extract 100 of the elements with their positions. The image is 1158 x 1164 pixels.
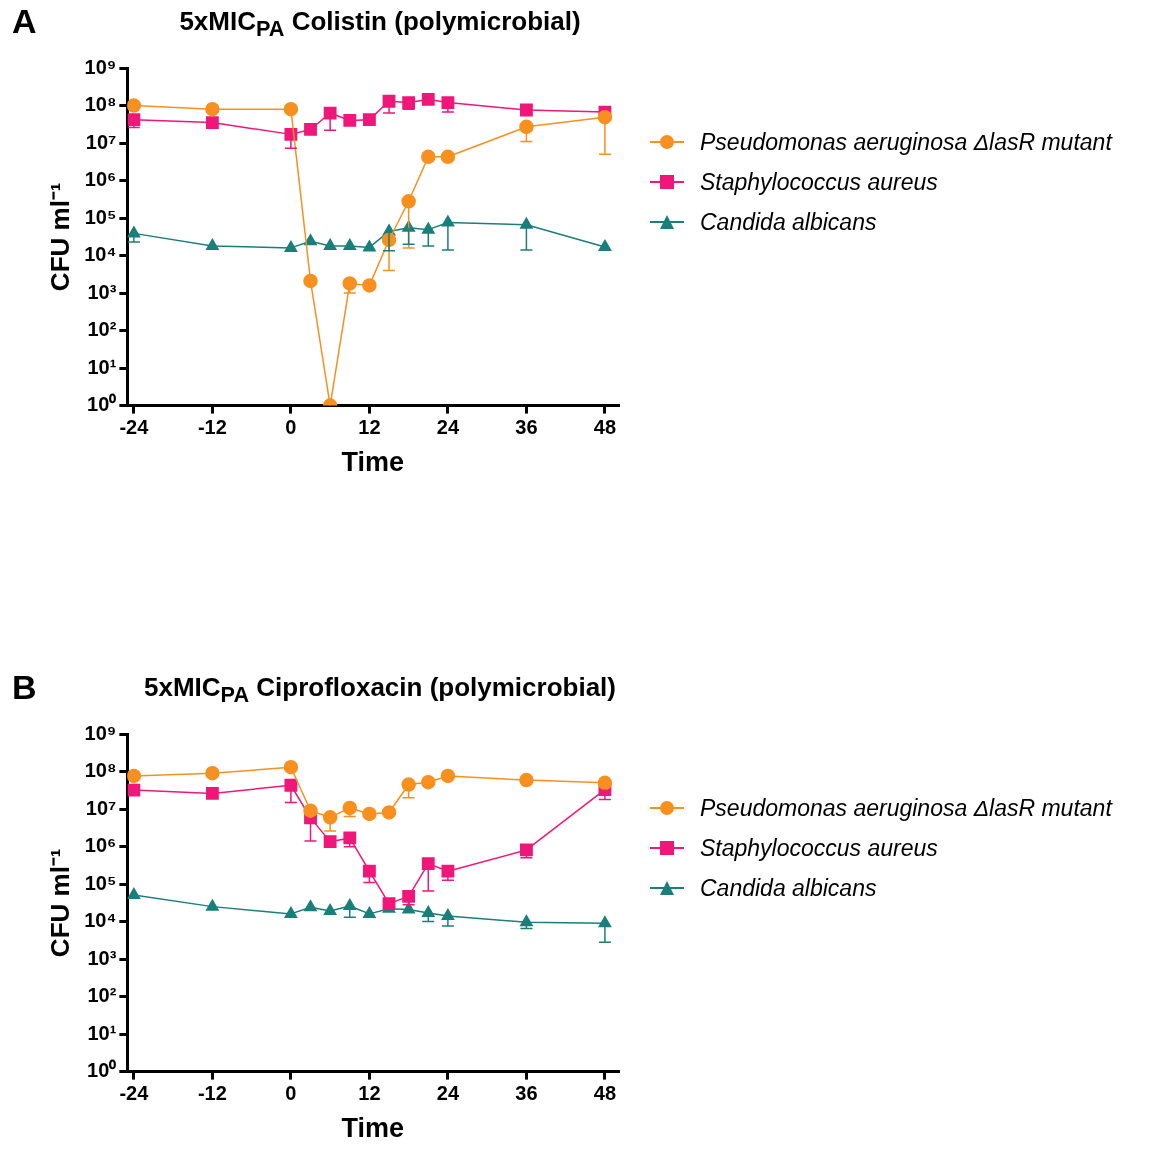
point [127,768,142,784]
point [401,194,416,209]
x-tick-label: 24 [436,1082,460,1105]
y-tick-label: 10⁸ [84,759,117,782]
point [304,123,317,136]
x-tick-label: -24 [119,416,150,439]
point [421,905,435,917]
point [343,114,357,127]
point [421,93,435,106]
legend-label: Staphylococcus aureus [700,168,938,196]
x-tick-label: 12 [358,1082,381,1105]
point [598,239,612,251]
x-tick-label: -12 [197,1082,227,1105]
y-tick-label: 10¹ [87,1021,117,1044]
point [284,240,298,252]
point [440,149,456,165]
point [205,116,219,130]
y-tick-label: 10⁹ [84,721,117,744]
y-tick-label: 10⁵ [84,871,117,894]
point [363,240,376,252]
point [206,238,219,250]
point [205,765,220,781]
y-tick-label: 10² [87,984,117,1007]
point [421,222,435,234]
y-tick-label: 10⁷ [85,796,117,819]
y-tick-label: 10⁷ [85,130,117,153]
point [323,903,337,916]
point [441,908,455,921]
point [127,887,141,900]
y-tick-label: 10⁸ [84,93,117,116]
point [520,103,533,117]
point [421,149,436,165]
point [441,215,455,227]
y-axis-title: CFU ml⁻¹ [44,182,75,292]
point [304,900,317,912]
y-tick-label: 10⁰ [87,1059,117,1082]
legend-label: Pseudomonas aeruginosa ΔlasR mutant [700,128,1112,156]
point [520,217,533,229]
point [283,759,299,775]
y-tick-label: 10⁴ [84,243,117,266]
point [343,238,357,250]
legend-label: Pseudomonas aeruginosa ΔlasR mutant [700,794,1112,822]
x-tick-label: 0 [285,416,297,439]
point [519,119,534,135]
point [284,778,298,792]
point [304,234,317,246]
point [127,98,142,113]
y-tick-label: 10⁰ [87,393,117,416]
chart-title: 5xMIC$_{PA}$ Ciprofloxacin (polymicrobial) [144,672,616,708]
x-tick-label: 0 [285,1082,297,1105]
point [441,96,455,109]
text: B [12,668,37,707]
text: A [12,2,37,41]
y-tick-label: 10⁴ [84,909,117,932]
x-tick-label: 12 [358,416,381,439]
point [323,238,337,250]
x-tick-label: 24 [436,416,460,439]
legend-label: Candida albicans [700,208,877,236]
y-tick-label: 10⁹ [84,55,117,78]
y-axis-title: CFU ml⁻¹ [44,848,75,958]
point [362,113,376,127]
legend-label: Candida albicans [700,874,877,902]
point [323,835,337,849]
point [381,805,397,820]
x-tick-label: -24 [119,1082,150,1105]
point [362,864,376,878]
point [520,843,533,857]
x-tick-label: 36 [515,1082,538,1105]
point [519,772,534,788]
point [363,906,376,918]
point [362,806,377,822]
point [283,101,299,117]
y-tick-label: 10³ [87,946,117,969]
x-axis-title: Time [341,1113,404,1144]
point [303,803,318,818]
point [441,864,455,878]
point [401,777,416,792]
point [421,774,436,790]
y-tick-label: 10³ [87,280,117,303]
x-tick-label: 48 [593,1082,617,1105]
point [520,914,533,927]
point [440,768,456,784]
y-tick-label: 10⁵ [84,205,117,228]
point [597,775,613,791]
y-tick-label: 10⁶ [84,168,117,191]
point [598,916,612,928]
y-tick-label: 10² [87,318,117,341]
point [205,787,219,800]
chart-title: 5xMIC$_{PA}$ Colistin (polymicrobial) [179,6,581,42]
x-tick-label: 48 [593,416,617,439]
x-axis-title: Time [341,447,404,478]
point [343,898,357,910]
point [284,906,298,918]
legend-label: Staphylococcus aureus [700,834,938,862]
y-tick-label: 10¹ [87,355,117,378]
point [206,899,219,911]
point [402,96,416,109]
point [342,800,358,816]
point [205,101,220,117]
point [402,889,416,903]
